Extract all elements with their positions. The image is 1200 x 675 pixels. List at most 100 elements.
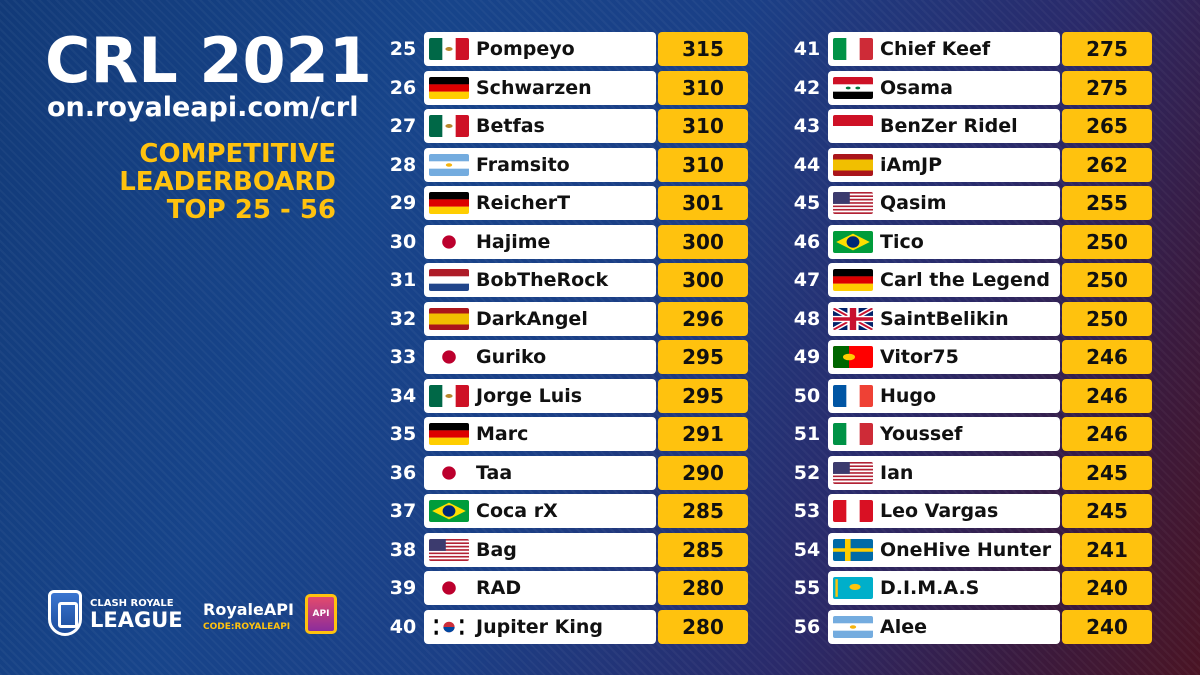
- leaderboard-row: 50 Hugo 246: [788, 378, 1152, 413]
- leaderboard-row: 28 Framsito 310: [384, 147, 748, 182]
- rank-number: 40: [389, 615, 417, 638]
- player-cell: Framsito: [424, 147, 656, 182]
- player-score: 291: [658, 417, 748, 451]
- player-score: 296: [658, 301, 748, 336]
- rank-number: 56: [793, 615, 821, 638]
- player-score: 240: [1062, 571, 1152, 605]
- usa-flag-icon: [833, 192, 873, 214]
- leaderboard-row: 56 Alee 240: [788, 609, 1152, 644]
- rank-number: 52: [793, 461, 821, 484]
- leaderboard-row: 41 Chief Keef 275: [788, 32, 1152, 66]
- league-logo-big-text: LEAGUE: [90, 608, 183, 632]
- rank-number: 29: [389, 192, 417, 214]
- leaderboard-row: 30 Hajime 300: [384, 224, 748, 259]
- leaderboard-row: 26 Schwarzen 310: [384, 70, 748, 105]
- player-name: SaintBelikin: [880, 307, 1009, 330]
- player-cell: OneHive Hunter: [828, 532, 1060, 567]
- rank-number: 47: [793, 269, 821, 291]
- player-cell: Pompeyo: [424, 32, 656, 66]
- player-name: Ian: [880, 461, 914, 484]
- player-score: 265: [1062, 109, 1152, 143]
- player-cell: Hugo: [828, 378, 1060, 413]
- player-score: 300: [658, 263, 748, 297]
- rank-number: 34: [389, 384, 417, 407]
- rank-number: 46: [793, 230, 821, 253]
- api-badge-icon: API: [305, 594, 337, 634]
- player-score: 250: [1062, 301, 1152, 336]
- germany-flag-icon: [833, 269, 873, 291]
- player-cell: Alee: [828, 609, 1060, 644]
- subtitle-line: COMPETITIVE: [139, 139, 336, 169]
- player-score: 262: [1062, 147, 1152, 182]
- rank-number: 25: [389, 38, 417, 60]
- germany-flag-icon: [429, 423, 469, 445]
- player-name: Jupiter King: [476, 615, 604, 638]
- rank-number: 39: [389, 577, 417, 599]
- player-score: 245: [1062, 455, 1152, 490]
- leaderboard-row: 35 Marc 291: [384, 417, 748, 451]
- player-name: Betfas: [476, 115, 545, 137]
- rank-number: 51: [793, 423, 821, 445]
- brazil-flag-icon: [429, 500, 469, 522]
- player-cell: Jupiter King: [424, 609, 656, 644]
- player-name: Leo Vargas: [880, 500, 999, 522]
- rank-number: 44: [793, 153, 821, 176]
- mexico-flag-icon: [429, 115, 469, 137]
- leaderboard-row: 54 OneHive Hunter 241: [788, 532, 1152, 567]
- player-name: Qasim: [880, 192, 947, 214]
- player-score: 315: [658, 32, 748, 66]
- player-name: Framsito: [476, 153, 570, 176]
- player-name: RAD: [476, 577, 522, 599]
- player-name: Coca rX: [476, 500, 558, 522]
- player-cell: Jorge Luis: [424, 378, 656, 413]
- leaderboard-row: 25 Pompeyo 315: [384, 32, 748, 66]
- subtitle: COMPETITIVE LEADERBOARD TOP 25 - 56: [119, 140, 336, 224]
- indonesia-flag-icon: [833, 115, 873, 137]
- leaderboard-row: 32 DarkAngel 296: [384, 301, 748, 336]
- page-title: CRL 2021: [45, 24, 372, 97]
- player-name: Youssef: [880, 423, 963, 445]
- brazil-flag-icon: [833, 230, 873, 253]
- player-name: Osama: [880, 76, 953, 99]
- leaderboard-row: 43 BenZer Ridel 265: [788, 109, 1152, 143]
- player-cell: Hajime: [424, 224, 656, 259]
- player-score: 295: [658, 378, 748, 413]
- player-name: BobTheRock: [476, 269, 609, 291]
- player-score: 310: [658, 109, 748, 143]
- player-name: BenZer Ridel: [880, 115, 1018, 137]
- rank-number: 50: [793, 384, 821, 407]
- player-score: 245: [1062, 494, 1152, 528]
- sweden-flag-icon: [833, 538, 873, 561]
- player-name: Taa: [476, 461, 513, 484]
- partner-name: RoyaleAPI: [203, 600, 294, 619]
- leaderboard-row: 53 Leo Vargas 245: [788, 494, 1152, 528]
- player-name: Carl the Legend: [880, 269, 1050, 291]
- player-name: Guriko: [476, 346, 547, 368]
- leaderboard-row: 46 Tico 250: [788, 224, 1152, 259]
- player-cell: Youssef: [828, 417, 1060, 451]
- rank-number: 48: [793, 307, 821, 330]
- rank-number: 53: [793, 500, 821, 522]
- rank-number: 37: [389, 500, 417, 522]
- player-score: 290: [658, 455, 748, 490]
- player-score: 310: [658, 70, 748, 105]
- france-flag-icon: [833, 384, 873, 407]
- player-name: ReicherT: [476, 192, 571, 214]
- germany-flag-icon: [429, 192, 469, 214]
- player-score: 295: [658, 340, 748, 374]
- leaderboard-row: 39 RAD 280: [384, 571, 748, 605]
- player-score: 246: [1062, 378, 1152, 413]
- kazakhstan-flag-icon: [833, 577, 873, 599]
- leaderboard-row: 36 Taa 290: [384, 455, 748, 490]
- royaleapi-logo: RoyaleAPI CODE:ROYALEAPI API: [203, 594, 343, 640]
- italy-flag-icon: [833, 423, 873, 445]
- rank-number: 31: [389, 269, 417, 291]
- player-name: iAmJP: [880, 153, 943, 176]
- player-cell: Marc: [424, 417, 656, 451]
- url-link[interactable]: on.royaleapi.com/crl: [47, 92, 359, 123]
- syria-flag-icon: [833, 76, 873, 99]
- rank-number: 45: [793, 192, 821, 214]
- player-score: 255: [1062, 186, 1152, 220]
- player-name: Hugo: [880, 384, 937, 407]
- leaderboard-row: 34 Jorge Luis 295: [384, 378, 748, 413]
